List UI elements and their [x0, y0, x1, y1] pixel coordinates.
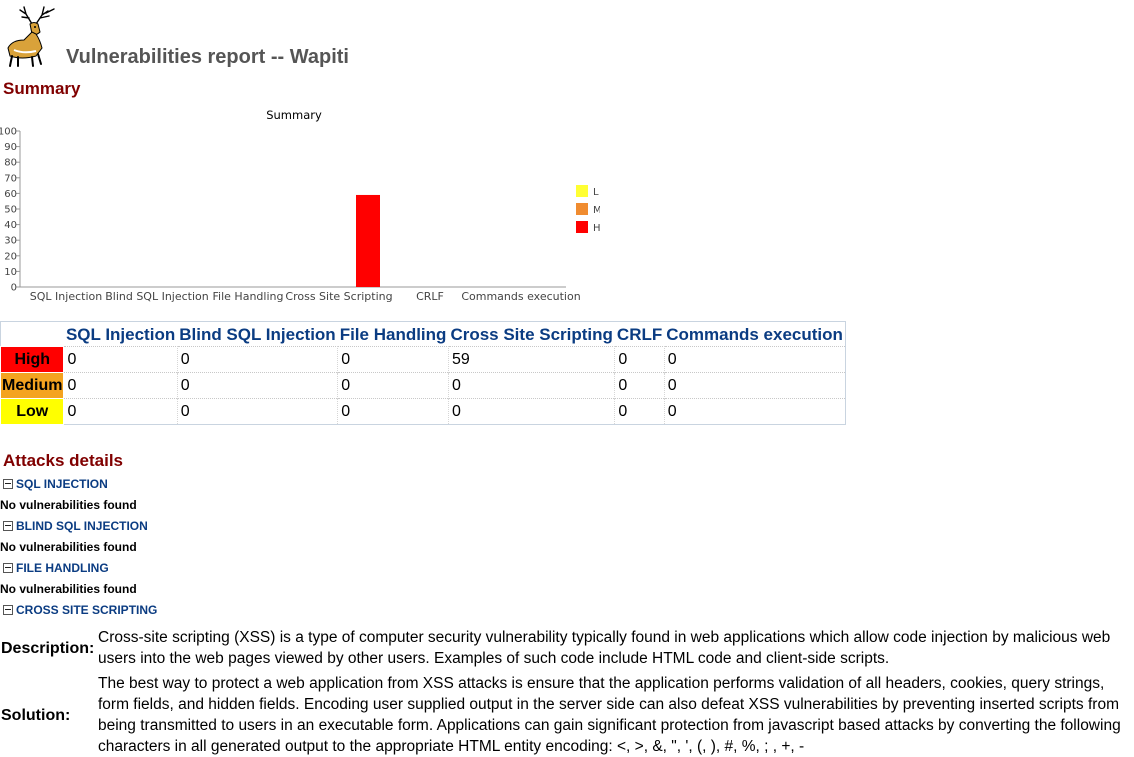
table-cell: 0	[177, 398, 339, 425]
x-tick-label: Blind SQL Injection	[105, 290, 209, 303]
attacks-section-title: Attacks details	[3, 451, 123, 470]
table-cell: 0	[177, 346, 339, 373]
column-header: Commands execution	[666, 325, 843, 344]
legend-label: H	[593, 223, 600, 234]
table-cell: 0	[177, 372, 339, 399]
summary-bar-chart: Summary 0 10 20 30 40 50 60 70 80 90 100 SQL Injec…	[0, 108, 600, 303]
column-header: Cross Site Scripting	[450, 325, 613, 344]
legend-label: L	[593, 187, 599, 198]
table-cell: 0	[337, 372, 449, 399]
table-cell: 59	[448, 346, 616, 373]
summary-table: SQL Injection Blind SQL Injection File H…	[0, 321, 846, 425]
attack-title: CROSS SITE SCRIPTING	[16, 603, 158, 617]
chart-title: Summary	[266, 108, 322, 122]
table-cell: 0	[614, 346, 665, 373]
table-cell: 0	[664, 346, 846, 373]
x-tick-label: Commands execution	[461, 290, 580, 303]
column-header: SQL Injection	[65, 325, 176, 344]
x-tick-label: Cross Site Scripting	[285, 290, 392, 303]
legend-swatch	[576, 221, 588, 233]
attack-title: BLIND SQL INJECTION	[16, 519, 148, 533]
level-label-medium: Medium	[0, 372, 65, 399]
table-cell: 0	[337, 398, 449, 425]
bar-high	[356, 194, 380, 287]
table-header-row: SQL Injection Blind SQL Injection File H…	[1, 322, 846, 347]
y-tick-label: 40	[4, 220, 17, 231]
attack-toggle-file-handling[interactable]: FILE HANDLING	[3, 561, 109, 575]
table-row-medium: Medium 0 0 0 0 0 0	[0, 372, 846, 399]
table-cell: 0	[63, 372, 178, 399]
deer-icon	[7, 6, 55, 67]
level-label-low: Low	[0, 398, 65, 425]
table-cell: 0	[614, 398, 665, 425]
table-cell: 0	[448, 372, 616, 399]
no-vuln-message: No vulnerabilities found	[0, 498, 137, 512]
table-cell: 0	[337, 346, 449, 373]
x-tick-label: CRLF	[416, 290, 444, 303]
description-text: Cross-site scripting (XSS) is a type of …	[98, 629, 1111, 667]
y-tick-label: 70	[4, 173, 17, 184]
column-header: Blind SQL Injection	[179, 325, 336, 344]
y-tick-label: 20	[4, 251, 17, 262]
solution-label: Solution:	[1, 707, 71, 724]
table-cell: 0	[63, 346, 178, 373]
legend-label: M	[593, 205, 600, 216]
legend-swatch	[576, 185, 588, 197]
attack-title: FILE HANDLING	[16, 561, 109, 575]
legend-swatch	[576, 203, 588, 215]
x-tick-label: File Handling	[213, 290, 284, 303]
table-row-high: High 0 0 0 59 0 0	[0, 346, 846, 373]
collapse-minus-icon[interactable]	[3, 521, 13, 531]
attack-toggle-cross-site-scripting[interactable]: CROSS SITE SCRIPTING	[3, 603, 157, 617]
solution-text: The best way to protect a web applicatio…	[98, 675, 1121, 755]
collapse-minus-icon[interactable]	[3, 605, 13, 615]
page-title: Vulnerabilities report -- Wapiti	[66, 46, 349, 68]
table-cell: 0	[614, 372, 665, 399]
summary-section-title: Summary	[3, 79, 81, 98]
y-tick-label: 80	[4, 158, 17, 169]
y-tick-label: 0	[11, 283, 17, 294]
y-tick-label: 100	[0, 127, 17, 138]
column-header: CRLF	[616, 325, 663, 344]
attack-toggle-sql-injection[interactable]: SQL INJECTION	[3, 477, 108, 491]
description-label: Description:	[1, 640, 95, 657]
y-tick-label: 50	[4, 205, 17, 216]
level-label-high: High	[0, 346, 65, 373]
y-tick-label: 30	[4, 236, 17, 247]
no-vuln-message: No vulnerabilities found	[0, 540, 137, 554]
collapse-minus-icon[interactable]	[3, 479, 13, 489]
table-row-low: Low 0 0 0 0 0 0	[0, 398, 846, 425]
x-tick-label: SQL Injection	[30, 290, 102, 303]
attack-toggle-blind-sql-injection[interactable]: BLIND SQL INJECTION	[3, 519, 148, 533]
table-cell: 0	[664, 398, 846, 425]
no-vuln-message: No vulnerabilities found	[0, 582, 137, 596]
table-cell: 0	[664, 372, 846, 399]
attack-title: SQL INJECTION	[16, 477, 108, 491]
y-tick-label: 10	[4, 267, 17, 278]
y-tick-label: 90	[4, 142, 17, 153]
column-header: File Handling	[339, 325, 447, 344]
table-corner-cell	[1, 322, 64, 347]
table-cell: 0	[448, 398, 616, 425]
collapse-minus-icon[interactable]	[3, 563, 13, 573]
y-tick-label: 60	[4, 189, 17, 200]
table-cell: 0	[63, 398, 178, 425]
